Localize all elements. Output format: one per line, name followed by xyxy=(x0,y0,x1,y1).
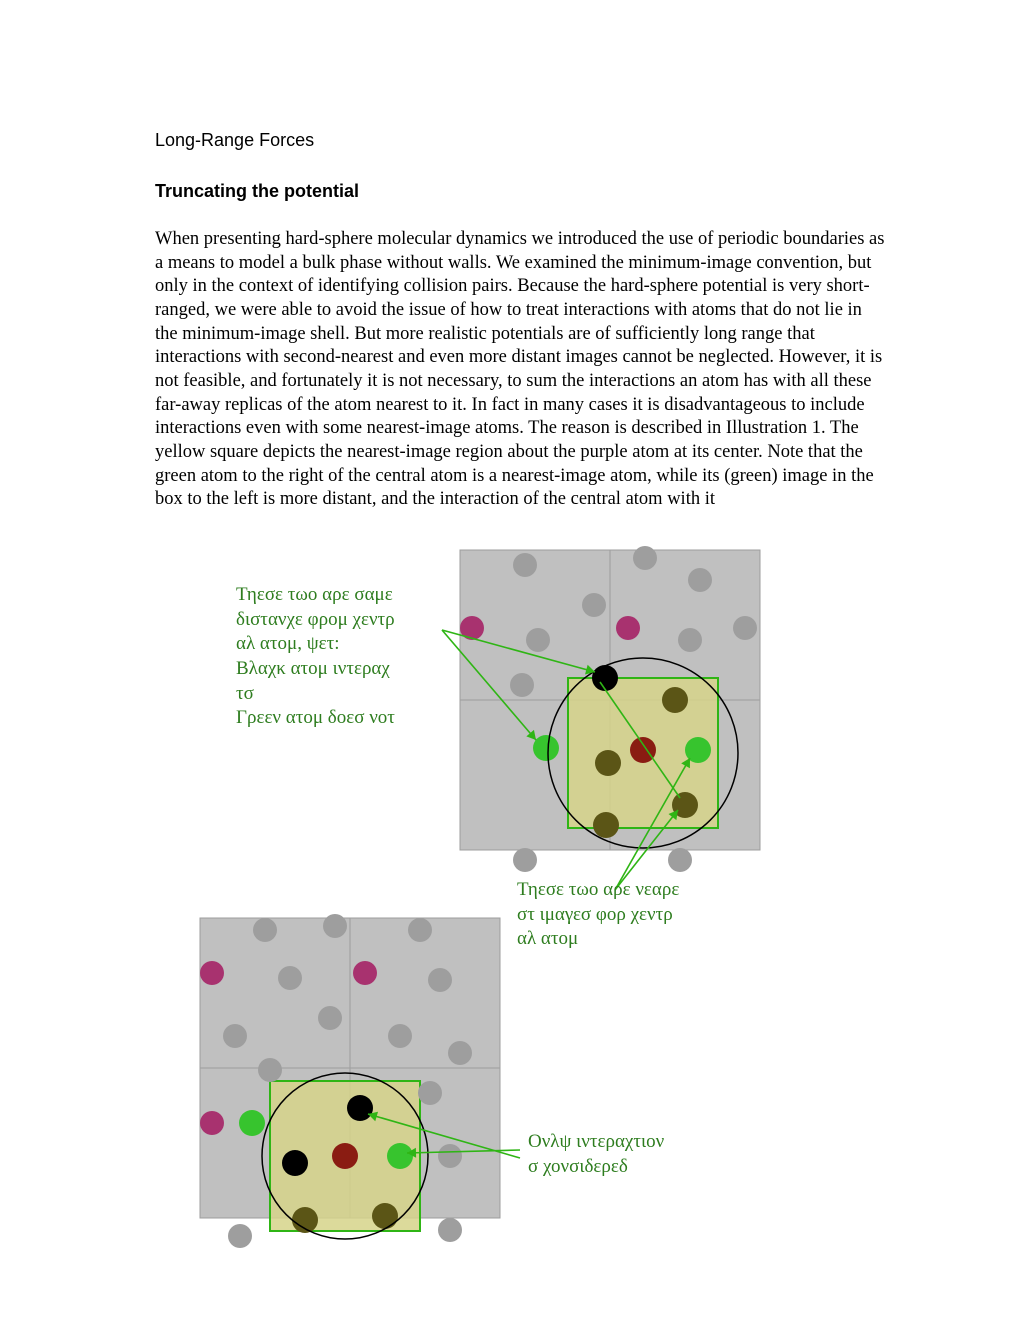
paragraph-1: When presenting hard-sphere molecular dy… xyxy=(155,228,885,512)
page: Long-Range Forces Truncating the potenti… xyxy=(0,0,1020,1320)
illustration-2 xyxy=(160,878,540,1288)
annotation-top-left: Τηεσε τωο αρε σαμε διστανχε φρομ χεντρ α… xyxy=(236,583,395,731)
illustration-1 xyxy=(420,510,800,920)
annotation-bottom: Ονλψ ιντεραχτιον σ χονσιδερεδ xyxy=(528,1130,664,1179)
page-title: Long-Range Forces xyxy=(155,130,885,151)
content-block: Long-Range Forces Truncating the potenti… xyxy=(155,130,885,512)
annotation-middle: Τηεσε τωο αρε νεαρε στ ιμαγεσ φορ χεντρ … xyxy=(517,878,679,952)
section-heading: Truncating the potential xyxy=(155,181,885,202)
